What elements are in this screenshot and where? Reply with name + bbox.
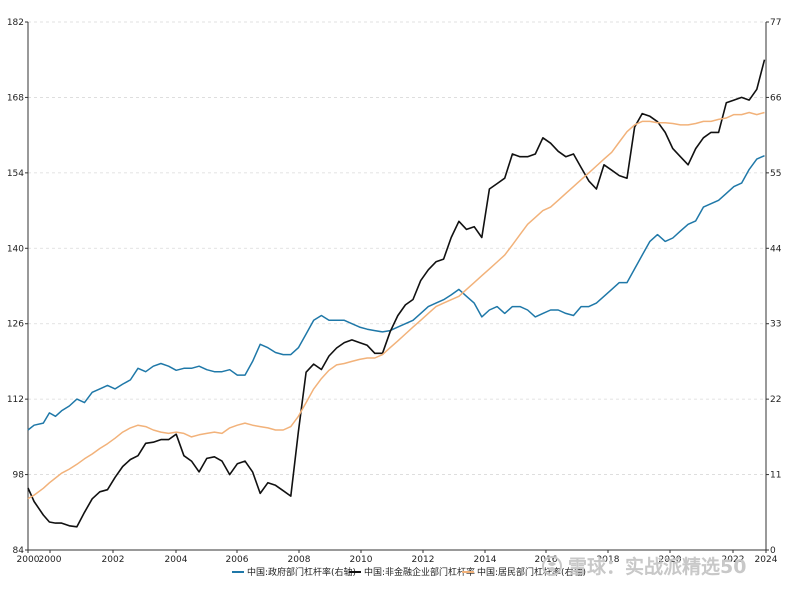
series-lines xyxy=(27,59,766,528)
tick-labels: 84 98 112 126 140 154 168 182 0 11 22 33 44 55 66 77 200… xyxy=(7,18,782,565)
watermark: 雪球：实战派精选50 xyxy=(542,555,746,578)
legend-label: 中国:政府部门杠杆率(右轴) xyxy=(247,566,356,578)
snowball-logo-icon xyxy=(542,556,562,576)
x-axis-tick-label: 2020 xyxy=(659,555,682,565)
right-axis-tick-label: 22 xyxy=(770,395,781,405)
x-axis-tick-label: 2014 xyxy=(474,555,497,565)
x-axis-tick-label: 2018 xyxy=(597,555,620,565)
series-line-3 xyxy=(27,111,765,500)
left-axis-tick-label: 154 xyxy=(7,169,24,179)
right-axis-tick-label: 66 xyxy=(770,93,782,103)
watermark-text: 雪球：实战派精选50 xyxy=(568,555,746,578)
right-axis-tick-label: 0 xyxy=(770,546,776,556)
left-axis-tick-label: 112 xyxy=(7,395,24,405)
x-axis-tick-label: 2000 xyxy=(17,555,40,565)
legend-label: 中国:居民部门杠杆率(右轴) xyxy=(477,566,586,578)
right-axis-tick-label: 44 xyxy=(770,244,782,254)
x-axis-tick-label: 2000 xyxy=(39,555,62,565)
grid xyxy=(28,21,766,475)
left-axis-tick-label: 126 xyxy=(7,320,24,330)
right-axis-tick-label: 11 xyxy=(770,471,781,481)
x-axis-tick-label: 2024 xyxy=(755,555,778,565)
x-axis-tick-label: 2002 xyxy=(102,555,125,565)
left-axis-tick-label: 168 xyxy=(7,93,24,103)
x-axis-tick-label: 2008 xyxy=(288,555,311,565)
x-axis-tick-label: 2006 xyxy=(226,555,249,565)
series-line-1 xyxy=(27,155,765,431)
legend: 中国:政府部门杠杆率(右轴) 中国:非金融企业部门杠杆率 中国:居民部门杠杆率(右轴… xyxy=(232,566,586,578)
right-axis-tick-label: 77 xyxy=(770,18,781,28)
legend-label: 中国:非金融企业部门杠杆率 xyxy=(364,566,475,578)
left-axis-tick-label: 140 xyxy=(7,244,24,254)
right-axis-tick-label: 33 xyxy=(770,320,781,330)
x-axis-tick-label: 2004 xyxy=(165,555,188,565)
x-axis-tick-label: 2012 xyxy=(412,555,435,565)
left-axis-tick-label: 98 xyxy=(13,471,25,481)
series-line-2 xyxy=(27,59,766,528)
left-axis-tick-label: 182 xyxy=(7,18,24,28)
x-axis-tick-label: 2022 xyxy=(722,555,745,565)
left-axis-tick-label: 84 xyxy=(13,546,25,556)
axes xyxy=(25,21,769,553)
x-axis-tick-label: 2010 xyxy=(350,555,373,565)
right-axis-tick-label: 55 xyxy=(770,169,781,179)
